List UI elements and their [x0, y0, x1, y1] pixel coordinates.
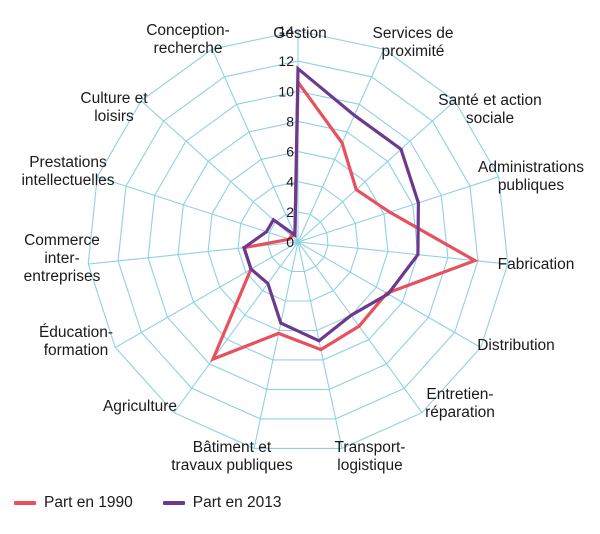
legend: Part en 1990 Part en 2013: [14, 494, 312, 512]
radial-tick-labels: 0 2 4 6 8 10 12 14: [278, 23, 294, 250]
legend-label-1990: Part en 1990: [44, 494, 133, 511]
category-label-5: Distribution: [477, 337, 555, 354]
legend-item-2013: Part en 2013: [162, 494, 282, 512]
category-label-9: Agriculture: [103, 398, 177, 415]
tick-label-14: 14: [278, 23, 294, 39]
spoke-14: [211, 48, 299, 243]
category-label-14: Conception-recherche: [146, 22, 230, 57]
category-label-0: Gestion: [273, 25, 326, 42]
legend-swatch-1990: [14, 501, 36, 505]
grid-ring-8: [177, 120, 419, 361]
legend-label-2013: Part en 2013: [192, 494, 282, 511]
category-label-4: Fabrication: [498, 256, 575, 273]
category-label-1: Services de proximité: [373, 25, 454, 60]
spoke-7: [297, 241, 343, 449]
legend-swatch-2013: [162, 501, 185, 505]
spoke-8: [253, 241, 299, 449]
tick-label-2: 2: [286, 204, 294, 220]
category-label-3: Administrations publiques: [478, 159, 584, 194]
tick-label-12: 12: [278, 53, 294, 69]
legend-item-1990: Part en 1990: [14, 494, 133, 512]
spoke-1: [297, 48, 385, 243]
spoke-2: [297, 100, 456, 243]
grid-ring-4: [237, 181, 359, 302]
category-label-13: Culture et loisirs: [80, 90, 148, 125]
category-label-8: Bâtiment et travaux publiques: [171, 439, 293, 474]
category-label-12: Prestations intellectuelles: [21, 154, 114, 189]
grid-ring-2: [267, 211, 329, 273]
category-label-6: Entretien-réparation: [425, 386, 495, 421]
category-label-10: Éducation-formation: [39, 324, 113, 359]
grid-ring-10: [147, 90, 449, 390]
grid-ring-12: [117, 60, 479, 420]
tick-label-10: 10: [278, 83, 294, 99]
grid-ring-14: [87, 30, 509, 449]
category-label-2: Santé et action sociale: [438, 92, 541, 127]
tick-label-6: 6: [286, 144, 294, 160]
series-line-2013: [242, 65, 421, 343]
radar-series: [210, 65, 479, 362]
spoke-12: [97, 176, 299, 243]
category-label-7: Transport-logistique: [335, 439, 406, 474]
series-line-1990: [210, 77, 479, 362]
tick-label-0: 0: [286, 234, 294, 250]
spoke-3: [297, 176, 499, 243]
category-label-11: Commerce inter-entreprises: [24, 232, 101, 285]
tick-label-4: 4: [286, 174, 294, 190]
tick-label-8: 8: [286, 113, 294, 129]
spoke-13: [140, 100, 299, 243]
category-labels: Gestion Services de proximité Santé et acti…: [21, 22, 584, 474]
radar-grid: [87, 30, 509, 449]
spoke-10: [115, 241, 299, 348]
spoke-9: [173, 241, 299, 414]
